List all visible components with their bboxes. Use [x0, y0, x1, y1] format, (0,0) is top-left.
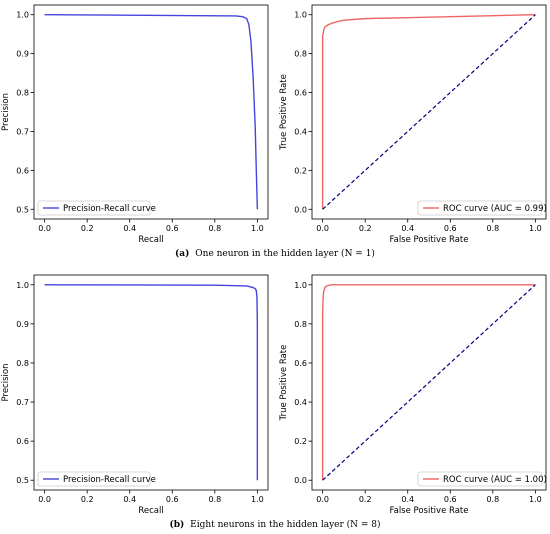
y-tick-label: 0.9 [16, 320, 29, 329]
x-tick-label: 1.0 [251, 224, 264, 233]
y-tick-label: 0.4 [294, 127, 307, 136]
y-tick-label: 0.4 [294, 398, 307, 407]
x-axis-label: False Positive Rate [390, 235, 469, 245]
y-tick-label: 0.6 [294, 89, 307, 98]
series-line [321, 284, 536, 481]
x-tick-label: 0.6 [166, 495, 179, 504]
x-tick-label: 0.4 [401, 495, 414, 504]
chart-4: 0.0 0.2 0.4 0.6 0.8 1.0 0.0 0.2 0.4 0.6 0.8 1.0 Fals… [279, 274, 547, 516]
x-tick-label: 0.4 [123, 224, 136, 233]
y-tick-label: 0.9 [16, 50, 29, 59]
caption-a-label: (a) [175, 248, 189, 259]
legend-box [417, 471, 543, 487]
caption-b-label: (b) [169, 519, 184, 530]
legend-box [37, 471, 151, 487]
chance-diagonal-line [322, 284, 536, 481]
y-tick-label: 1.0 [294, 11, 307, 20]
y-axis-label: Precision [1, 93, 11, 131]
plot-frame [311, 4, 547, 220]
y-tick-label: 1.0 [16, 11, 29, 20]
caption-a-text: One neuron in the hidden layer (N = 1) [195, 248, 375, 259]
legend-label: ROC curve (AUC = 1.00) [443, 475, 547, 485]
x-axis-label: False Positive Rate [390, 506, 469, 516]
legend: ROC curve (AUC = 1.00) [417, 471, 547, 487]
legend-label: ROC curve (AUC = 0.99) [443, 204, 547, 214]
svg-text:(a) One neuron in the hi: (a) One neuron in the hidden layer (N = … [175, 248, 375, 259]
x-tick-label: 0.0 [38, 224, 51, 233]
y-tick-label: 0.5 [16, 205, 29, 214]
y-tick-label: 0.7 [16, 127, 29, 136]
legend-label: Precision-Recall curve [63, 475, 156, 485]
x-tick-label: 1.0 [529, 224, 542, 233]
y-tick-label: 0.0 [294, 476, 307, 485]
series-line [321, 14, 536, 210]
plot-frame [33, 274, 269, 491]
x-tick-label: 0.0 [316, 224, 329, 233]
y-axis-label: Precision [1, 364, 11, 402]
x-tick-label: 0.4 [401, 224, 414, 233]
y-tick-label: 0.0 [294, 205, 307, 214]
x-tick-label: 0.0 [38, 495, 51, 504]
legend: ROC curve (AUC = 0.99) [417, 200, 547, 216]
series-line [44, 284, 259, 481]
plot-frame [311, 274, 547, 491]
y-tick-label: 0.6 [294, 359, 307, 368]
x-tick-label: 1.0 [251, 495, 264, 504]
x-tick-label: 0.8 [486, 224, 499, 233]
y-tick-label: 0.2 [294, 437, 307, 446]
legend-box [417, 200, 543, 216]
y-tick-label: 0.7 [16, 398, 29, 407]
plot-frame [33, 4, 269, 220]
y-tick-label: 0.5 [16, 476, 29, 485]
chance-diagonal-line [322, 14, 536, 210]
y-axis-label: True Positive Rate [279, 74, 289, 151]
y-tick-label: 1.0 [16, 281, 29, 290]
x-axis-label: Recall [138, 506, 163, 516]
x-tick-label: 0.8 [208, 495, 221, 504]
caption-b: (b) Eight neurons in the hidden layer (N… [169, 519, 380, 530]
x-axis-label: Recall [138, 235, 163, 245]
x-tick-label: 0.2 [359, 495, 372, 504]
x-tick-label: 0.6 [444, 224, 457, 233]
y-tick-label: 0.8 [16, 359, 29, 368]
chart-2: 0.0 0.2 0.4 0.6 0.8 1.0 0.0 0.2 0.4 0.6 0.8 1.0 Fals… [279, 4, 547, 245]
y-tick-label: 0.8 [16, 89, 29, 98]
y-tick-label: 0.8 [294, 320, 307, 329]
x-tick-label: 0.8 [208, 224, 221, 233]
y-tick-label: 0.2 [294, 166, 307, 175]
x-tick-label: 0.8 [486, 495, 499, 504]
chart-1: 0.0 0.2 0.4 0.6 0.8 1.0 0.5 0.6 0.7 0.8 0.9 1.0 Reca… [1, 4, 269, 245]
y-tick-label: 0.6 [16, 437, 29, 446]
x-tick-label: 0.0 [316, 495, 329, 504]
y-tick-label: 1.0 [294, 281, 307, 290]
legend-box [37, 200, 151, 216]
series-line [44, 14, 259, 210]
x-tick-label: 1.0 [529, 495, 542, 504]
legend-label: Precision-Recall curve [63, 204, 156, 214]
y-tick-label: 0.6 [16, 166, 29, 175]
y-axis-label: True Positive Rate [279, 345, 289, 422]
x-tick-label: 0.6 [166, 224, 179, 233]
legend: Precision-Recall curve [37, 200, 156, 216]
x-tick-label: 0.4 [123, 495, 136, 504]
x-tick-label: 0.2 [81, 224, 94, 233]
caption-b-text: Eight neurons in the hidden layer (N = 8… [190, 519, 380, 530]
caption-a: (a) One neuron in the hidden layer (N = … [175, 248, 375, 259]
svg-text:(b) Eight neurons in the: (b) Eight neurons in the hidden layer (N… [169, 519, 380, 530]
y-tick-label: 0.8 [294, 50, 307, 59]
x-tick-label: 0.6 [444, 495, 457, 504]
legend: Precision-Recall curve [37, 471, 156, 487]
x-tick-label: 0.2 [81, 495, 94, 504]
x-tick-label: 0.2 [359, 224, 372, 233]
chart-3: 0.0 0.2 0.4 0.6 0.8 1.0 0.5 0.6 0.7 0.8 0.9 1.0 Reca… [1, 274, 269, 516]
